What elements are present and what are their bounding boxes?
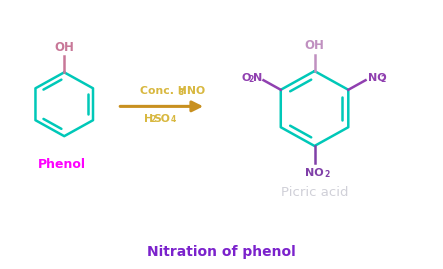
Text: 2: 2: [150, 115, 155, 124]
Text: 2: 2: [249, 75, 254, 84]
Text: O: O: [241, 73, 251, 83]
Text: NO: NO: [305, 168, 324, 178]
Text: 2: 2: [380, 75, 385, 84]
Text: 4: 4: [170, 115, 175, 124]
Text: 3: 3: [178, 88, 183, 97]
Text: OH: OH: [305, 39, 324, 52]
Text: Phenol: Phenol: [38, 158, 86, 171]
Text: /: /: [181, 86, 185, 96]
Text: Picric acid: Picric acid: [281, 186, 348, 199]
Text: 2: 2: [324, 170, 330, 179]
Text: OH: OH: [54, 41, 74, 54]
Text: H: H: [144, 114, 153, 124]
Text: SO: SO: [154, 114, 171, 124]
Text: Conc. HNO: Conc. HNO: [140, 86, 205, 96]
Text: N: N: [253, 73, 262, 83]
Text: NO: NO: [368, 73, 386, 83]
Text: Nitration of phenol: Nitration of phenol: [147, 245, 296, 259]
